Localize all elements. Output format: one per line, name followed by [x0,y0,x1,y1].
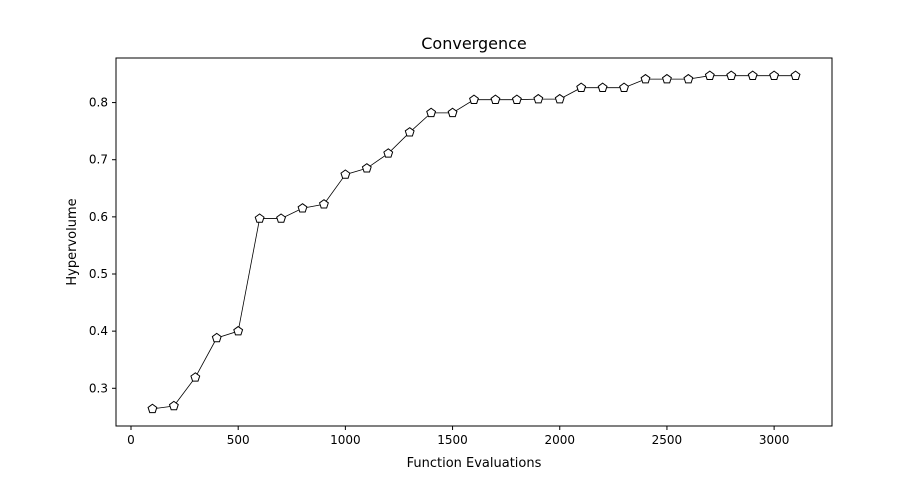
data-point [297,203,308,213]
data-point [554,93,565,104]
data-point [190,372,201,382]
y-tick-label: 0.4 [89,324,108,338]
data-point [726,70,737,80]
data-point [426,107,437,118]
plot-area [147,70,801,414]
data-point [511,94,522,104]
data-point [704,70,715,80]
data-point [361,163,372,173]
data-point [769,70,780,80]
data-point [147,403,158,414]
x-tick-label: 0 [127,433,135,447]
y-tick-label: 0.8 [89,96,108,110]
data-point [576,82,587,92]
y-axis-ticks: 0.3 0.4 0.5 0.6 0.7 0.8 [89,96,116,395]
data-point [747,70,758,80]
data-point [683,73,694,84]
data-point [383,148,394,158]
series-line [152,75,796,410]
x-tick-label: 3000 [759,433,790,447]
data-point [211,332,222,343]
data-point [661,73,672,84]
y-axis-label: Hypervolume [65,198,80,285]
data-point [276,213,287,223]
data-point [340,169,351,179]
y-tick-label: 0.6 [89,210,108,224]
data-point [469,94,479,104]
data-point [790,70,801,80]
plot-frame [115,57,833,427]
x-tick-label: 2500 [652,433,683,447]
x-axis-ticks: 0 500 1000 1500 2000 2500 3000 [127,426,789,447]
data-point [233,325,244,336]
y-tick-label: 0.5 [89,267,108,281]
x-tick-label: 1500 [437,433,468,447]
data-point [533,93,544,104]
x-tick-label: 500 [227,433,250,447]
data-point [640,73,651,84]
x-axis-label: Function Evaluations [407,456,542,471]
x-tick-label: 1000 [330,433,361,447]
data-point [318,199,329,209]
data-point [490,94,501,104]
data-point [254,213,265,223]
data-point [447,107,458,118]
x-tick-label: 2000 [544,433,575,447]
data-point [168,400,179,411]
data-point [404,127,415,137]
data-point [619,82,630,92]
y-tick-label: 0.7 [89,153,108,167]
data-point [597,82,608,92]
chart-title: Convergence [421,34,527,53]
y-tick-label: 0.3 [89,381,108,395]
